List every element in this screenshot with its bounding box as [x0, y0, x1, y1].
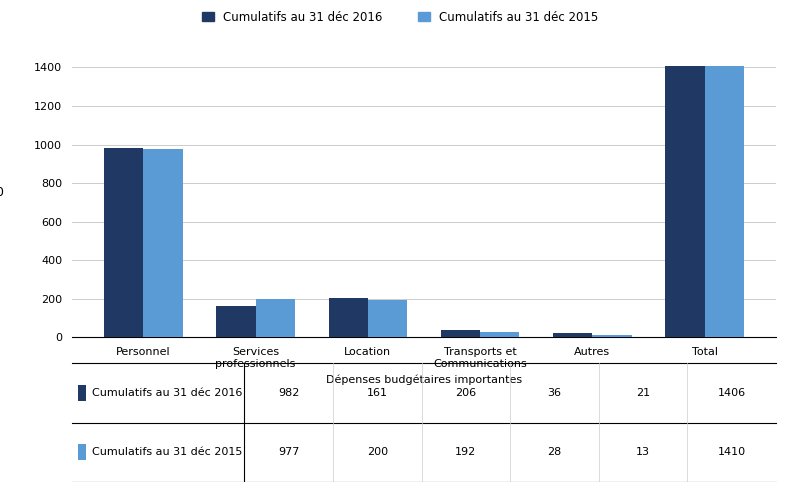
Text: 977: 977 [278, 447, 299, 457]
Bar [78, 444, 86, 460]
Bar [553, 334, 593, 337]
Bar [441, 331, 480, 337]
Bar [104, 148, 143, 337]
Text: Cumulatifs au 31 déc 2016: Cumulatifs au 31 déc 2016 [92, 388, 242, 398]
Text: 21: 21 [636, 388, 650, 398]
Text: 206: 206 [455, 388, 477, 398]
Bar [480, 332, 519, 337]
Bar [255, 299, 295, 337]
Text: 36: 36 [547, 388, 562, 398]
Text: 192: 192 [455, 447, 477, 457]
Text: 161: 161 [367, 388, 388, 398]
Bar [329, 298, 368, 337]
Bar [216, 307, 255, 337]
Bar [705, 66, 744, 337]
X-axis label: Dépenses budgétaires importantes: Dépenses budgétaires importantes [326, 375, 522, 385]
Text: 1406: 1406 [718, 388, 746, 398]
Bar [78, 385, 86, 401]
Bar [593, 335, 632, 337]
Text: 13: 13 [636, 447, 650, 457]
Text: 200: 200 [366, 447, 388, 457]
Bar [666, 67, 705, 337]
Bar [143, 149, 182, 337]
Text: 28: 28 [547, 447, 562, 457]
Text: 982: 982 [278, 388, 299, 398]
Y-axis label: $ 000: $ 000 [0, 187, 3, 199]
Bar [368, 300, 407, 337]
Legend: Cumulatifs au 31 déc 2016, Cumulatifs au 31 déc 2015: Cumulatifs au 31 déc 2016, Cumulatifs au… [197, 6, 603, 28]
Text: Cumulatifs au 31 déc 2015: Cumulatifs au 31 déc 2015 [92, 447, 242, 457]
Text: 1410: 1410 [718, 447, 746, 457]
